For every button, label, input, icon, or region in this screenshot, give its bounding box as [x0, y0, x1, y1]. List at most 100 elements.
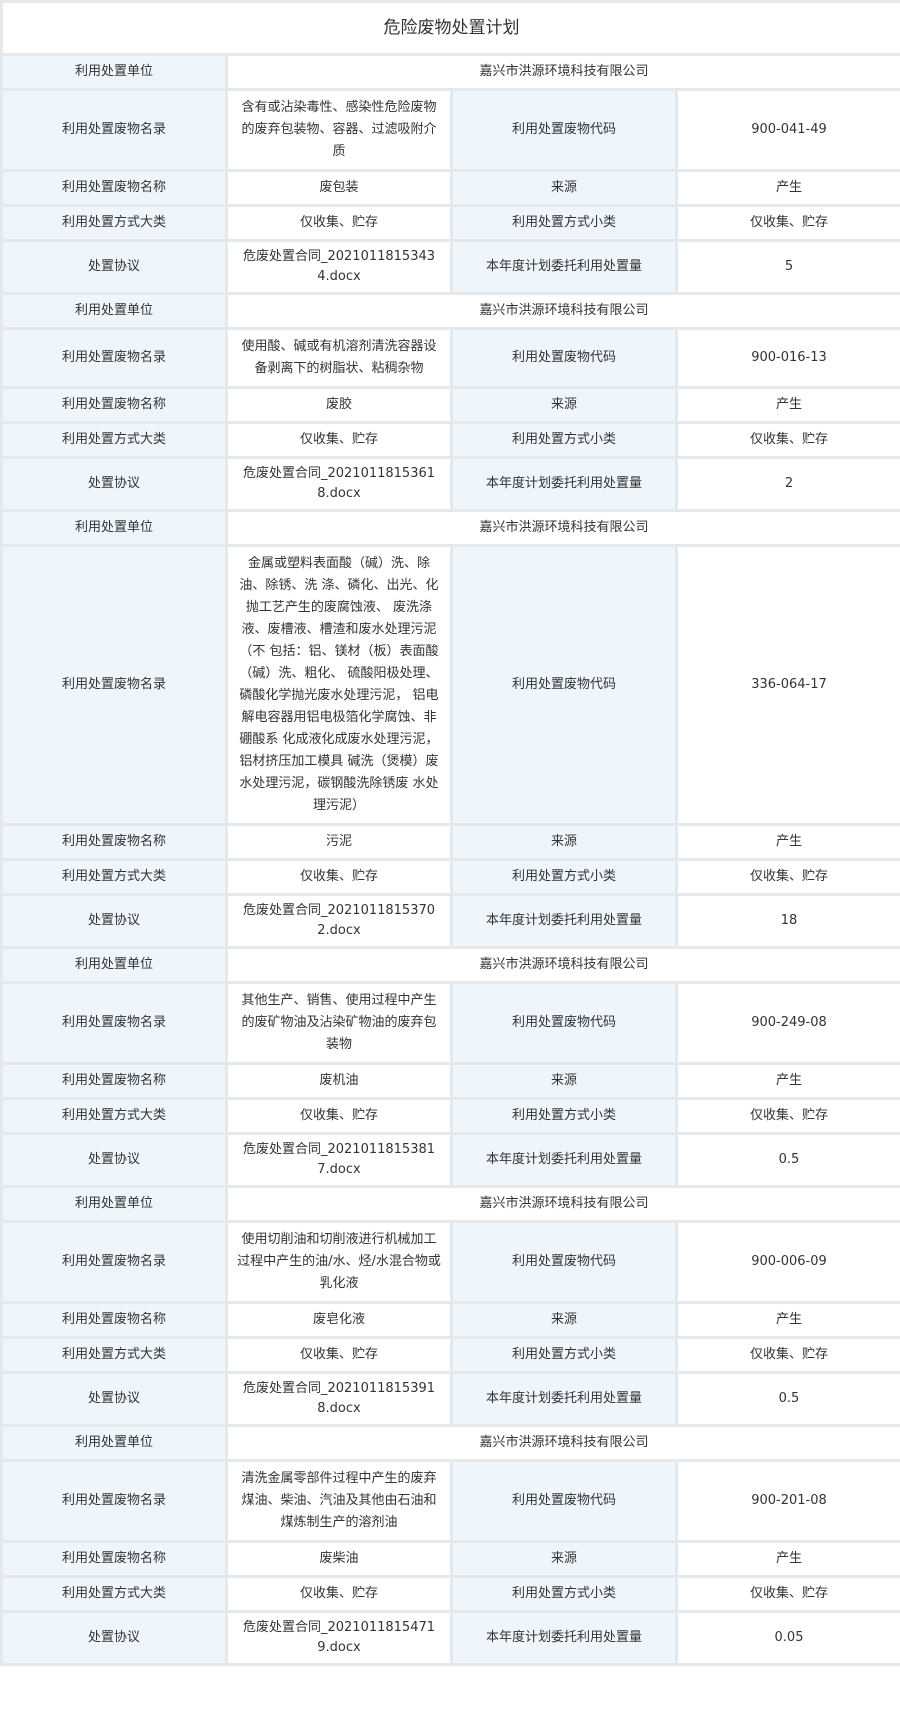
method-minor-label: 利用处置方式小类 — [450, 421, 678, 459]
annual-amount-label: 本年度计划委托利用处置量 — [450, 1132, 678, 1188]
method-major-label: 利用处置方式大类 — [0, 1097, 228, 1135]
waste-name-label: 利用处置废物名称 — [0, 823, 228, 861]
name-row: 利用处置废物名称 废柴油 来源 产生 — [0, 1540, 900, 1578]
catalog-row: 利用处置废物名录 金属或塑料表面酸（碱）洗、除油、除锈、洗 涤、磷化、出光、化抛工… — [0, 544, 900, 826]
waste-name-value: 废机油 — [225, 1062, 453, 1100]
method-row: 利用处置方式大类 仅收集、贮存 利用处置方式小类 仅收集、贮存 — [0, 1575, 900, 1613]
agreement-file-link[interactable]: 危废处置合同_20210118153434.docx — [225, 239, 453, 295]
unit-row: 利用处置单位 嘉兴市洪源环境科技有限公司 — [0, 1424, 900, 1462]
source-value: 产生 — [675, 169, 900, 207]
code-label: 利用处置废物代码 — [450, 1459, 678, 1543]
unit-label: 利用处置单位 — [0, 509, 228, 547]
code-value: 900-249-08 — [675, 981, 900, 1065]
waste-name-label: 利用处置废物名称 — [0, 386, 228, 424]
source-label: 来源 — [450, 169, 678, 207]
method-major-value: 仅收集、贮存 — [225, 1575, 453, 1613]
unit-value: 嘉兴市洪源环境科技有限公司 — [225, 53, 900, 91]
hazardous-waste-disposal-plan-table: 危险废物处置计划 利用处置单位 嘉兴市洪源环境科技有限公司 利用处置废物名录 含有或沾… — [0, 0, 900, 1666]
annual-amount-value: 18 — [675, 893, 900, 949]
catalog-row: 利用处置废物名录 清洗金属零部件过程中产生的废弃煤油、柴油、汽油及其他由石油和煤炼… — [0, 1459, 900, 1543]
source-value: 产生 — [675, 823, 900, 861]
catalog-value: 其他生产、销售、使用过程中产生的废矿物油及沾染矿物油的废弃包装物 — [225, 981, 453, 1065]
method-row: 利用处置方式大类 仅收集、贮存 利用处置方式小类 仅收集、贮存 — [0, 204, 900, 242]
catalog-row: 利用处置废物名录 其他生产、销售、使用过程中产生的废矿物油及沾染矿物油的废弃包装物… — [0, 981, 900, 1065]
catalog-value: 清洗金属零部件过程中产生的废弃煤油、柴油、汽油及其他由石油和煤炼制生产的溶剂油 — [225, 1459, 453, 1543]
unit-row: 利用处置单位 嘉兴市洪源环境科技有限公司 — [0, 292, 900, 330]
unit-label: 利用处置单位 — [0, 1424, 228, 1462]
annual-amount-value: 2 — [675, 456, 900, 512]
catalog-label: 利用处置废物名录 — [0, 88, 228, 172]
annual-amount-label: 本年度计划委托利用处置量 — [450, 1371, 678, 1427]
catalog-label: 利用处置废物名录 — [0, 544, 228, 826]
waste-name-value: 污泥 — [225, 823, 453, 861]
source-value: 产生 — [675, 1062, 900, 1100]
annual-amount-value: 0.5 — [675, 1132, 900, 1188]
unit-value: 嘉兴市洪源环境科技有限公司 — [225, 946, 900, 984]
catalog-row: 利用处置废物名录 含有或沾染毒性、感染性危险废物的废弃包装物、容器、过滤吸附介质利… — [0, 88, 900, 172]
annual-amount-label: 本年度计划委托利用处置量 — [450, 893, 678, 949]
agreement-file-link[interactable]: 危废处置合同_20210118153918.docx — [225, 1371, 453, 1427]
source-label: 来源 — [450, 386, 678, 424]
method-minor-value: 仅收集、贮存 — [675, 1097, 900, 1135]
annual-amount-label: 本年度计划委托利用处置量 — [450, 239, 678, 295]
code-value: 900-016-13 — [675, 327, 900, 389]
name-row: 利用处置废物名称 废机油 来源 产生 — [0, 1062, 900, 1100]
agreement-row: 处置协议 危废处置合同_20210118154719.docx 本年度计划委托利用处… — [0, 1610, 900, 1666]
method-minor-label: 利用处置方式小类 — [450, 1336, 678, 1374]
unit-row: 利用处置单位 嘉兴市洪源环境科技有限公司 — [0, 946, 900, 984]
waste-name-value: 废包装 — [225, 169, 453, 207]
agreement-file-link[interactable]: 危废处置合同_20210118154719.docx — [225, 1610, 453, 1666]
source-label: 来源 — [450, 823, 678, 861]
method-minor-label: 利用处置方式小类 — [450, 204, 678, 242]
agreement-row: 处置协议 危废处置合同_20210118153702.docx 本年度计划委托利用处… — [0, 893, 900, 949]
waste-name-value: 废柴油 — [225, 1540, 453, 1578]
code-label: 利用处置废物代码 — [450, 981, 678, 1065]
catalog-row: 利用处置废物名录 使用酸、碱或有机溶剂清洗容器设备剥离下的树脂状、粘稠杂物 利用处置… — [0, 327, 900, 389]
agreement-file-link[interactable]: 危废处置合同_20210118153817.docx — [225, 1132, 453, 1188]
method-row: 利用处置方式大类 仅收集、贮存 利用处置方式小类 仅收集、贮存 — [0, 1336, 900, 1374]
method-minor-value: 仅收集、贮存 — [675, 204, 900, 242]
code-label: 利用处置废物代码 — [450, 88, 678, 172]
catalog-label: 利用处置废物名录 — [0, 981, 228, 1065]
method-major-value: 仅收集、贮存 — [225, 858, 453, 896]
annual-amount-label: 本年度计划委托利用处置量 — [450, 1610, 678, 1666]
method-row: 利用处置方式大类 仅收集、贮存 利用处置方式小类 仅收集、贮存 — [0, 421, 900, 459]
method-major-value: 仅收集、贮存 — [225, 1097, 453, 1135]
method-minor-label: 利用处置方式小类 — [450, 1097, 678, 1135]
method-major-label: 利用处置方式大类 — [0, 1575, 228, 1613]
catalog-value: 金属或塑料表面酸（碱）洗、除油、除锈、洗 涤、磷化、出光、化抛工艺产生的废腐蚀液… — [225, 544, 453, 826]
catalog-row: 利用处置废物名录 使用切削油和切削液进行机械加工过程中产生的油/水、烃/水混合物或… — [0, 1220, 900, 1304]
agreement-row: 处置协议 危废处置合同_20210118153618.docx 本年度计划委托利用处… — [0, 456, 900, 512]
catalog-value: 使用酸、碱或有机溶剂清洗容器设备剥离下的树脂状、粘稠杂物 — [225, 327, 453, 389]
catalog-value: 使用切削油和切削液进行机械加工过程中产生的油/水、烃/水混合物或乳化液 — [225, 1220, 453, 1304]
annual-amount-value: 5 — [675, 239, 900, 295]
annual-amount-value: 0.05 — [675, 1610, 900, 1666]
code-label: 利用处置废物代码 — [450, 1220, 678, 1304]
unit-row: 利用处置单位 嘉兴市洪源环境科技有限公司 — [0, 53, 900, 91]
source-label: 来源 — [450, 1540, 678, 1578]
source-label: 来源 — [450, 1301, 678, 1339]
agreement-file-link[interactable]: 危废处置合同_20210118153618.docx — [225, 456, 453, 512]
method-row: 利用处置方式大类 仅收集、贮存 利用处置方式小类 仅收集、贮存 — [0, 858, 900, 896]
method-minor-value: 仅收集、贮存 — [675, 421, 900, 459]
annual-amount-value: 0.5 — [675, 1371, 900, 1427]
source-label: 来源 — [450, 1062, 678, 1100]
method-minor-value: 仅收集、贮存 — [675, 1575, 900, 1613]
unit-value: 嘉兴市洪源环境科技有限公司 — [225, 1424, 900, 1462]
catalog-label: 利用处置废物名录 — [0, 327, 228, 389]
code-label: 利用处置废物代码 — [450, 544, 678, 826]
waste-name-label: 利用处置废物名称 — [0, 1540, 228, 1578]
catalog-value: 含有或沾染毒性、感染性危险废物的废弃包装物、容器、过滤吸附介质 — [225, 88, 453, 172]
agreement-label: 处置协议 — [0, 1610, 228, 1666]
waste-name-label: 利用处置废物名称 — [0, 1301, 228, 1339]
agreement-row: 处置协议 危废处置合同_20210118153434.docx 本年度计划委托利用处… — [0, 239, 900, 295]
waste-name-label: 利用处置废物名称 — [0, 1062, 228, 1100]
code-value: 900-201-08 — [675, 1459, 900, 1543]
unit-value: 嘉兴市洪源环境科技有限公司 — [225, 509, 900, 547]
annual-amount-label: 本年度计划委托利用处置量 — [450, 456, 678, 512]
source-value: 产生 — [675, 386, 900, 424]
method-minor-value: 仅收集、贮存 — [675, 858, 900, 896]
agreement-file-link[interactable]: 危废处置合同_20210118153702.docx — [225, 893, 453, 949]
unit-row: 利用处置单位 嘉兴市洪源环境科技有限公司 — [0, 1185, 900, 1223]
catalog-label: 利用处置废物名录 — [0, 1459, 228, 1543]
